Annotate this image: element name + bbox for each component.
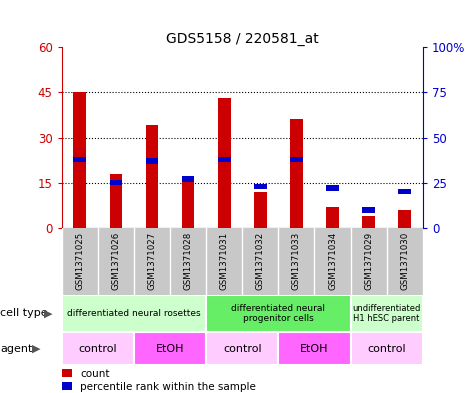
Bar — [146, 125, 158, 228]
Bar — [362, 207, 375, 213]
Text: GSM1371028: GSM1371028 — [184, 232, 192, 290]
Bar — [206, 295, 351, 332]
Text: GSM1371027: GSM1371027 — [148, 232, 156, 290]
Bar — [399, 189, 411, 195]
Text: GSM1371030: GSM1371030 — [400, 232, 409, 290]
Bar — [326, 207, 339, 228]
Text: control: control — [78, 344, 117, 354]
Bar — [182, 177, 194, 228]
Bar — [110, 174, 122, 228]
Bar — [399, 210, 411, 228]
Text: GSM1371034: GSM1371034 — [328, 232, 337, 290]
Text: GSM1371026: GSM1371026 — [112, 232, 120, 290]
Bar — [110, 180, 122, 185]
Text: EtOH: EtOH — [156, 344, 184, 354]
Bar — [218, 98, 230, 228]
Text: ▶: ▶ — [44, 309, 52, 318]
Bar — [62, 295, 206, 332]
Bar — [134, 332, 206, 365]
Bar — [362, 216, 375, 228]
Bar — [326, 185, 339, 191]
Bar — [146, 158, 158, 164]
Text: ▶: ▶ — [32, 344, 40, 354]
Bar — [254, 184, 266, 189]
Bar — [254, 192, 266, 228]
Bar — [351, 295, 423, 332]
Bar — [74, 92, 86, 228]
Bar — [206, 332, 278, 365]
Bar — [218, 156, 230, 162]
Title: GDS5158 / 220581_at: GDS5158 / 220581_at — [166, 32, 319, 46]
Text: cell type: cell type — [0, 309, 48, 318]
Text: control: control — [223, 344, 262, 354]
Text: GSM1371033: GSM1371033 — [292, 232, 301, 290]
Bar — [290, 119, 303, 228]
Bar — [62, 332, 134, 365]
Text: GSM1371031: GSM1371031 — [220, 232, 228, 290]
Text: GSM1371025: GSM1371025 — [76, 232, 84, 290]
Text: control: control — [367, 344, 406, 354]
Bar — [74, 156, 86, 162]
Bar — [182, 176, 194, 182]
Text: undifferentiated
H1 hESC parent: undifferentiated H1 hESC parent — [352, 304, 421, 323]
Legend: count, percentile rank within the sample: count, percentile rank within the sample — [62, 369, 256, 392]
Bar — [278, 332, 351, 365]
Bar — [290, 156, 303, 162]
Text: EtOH: EtOH — [300, 344, 329, 354]
Text: differentiated neural
progenitor cells: differentiated neural progenitor cells — [231, 304, 325, 323]
Text: GSM1371029: GSM1371029 — [364, 232, 373, 290]
Text: GSM1371032: GSM1371032 — [256, 232, 265, 290]
Text: differentiated neural rosettes: differentiated neural rosettes — [67, 309, 201, 318]
Bar — [351, 332, 423, 365]
Text: agent: agent — [0, 344, 33, 354]
